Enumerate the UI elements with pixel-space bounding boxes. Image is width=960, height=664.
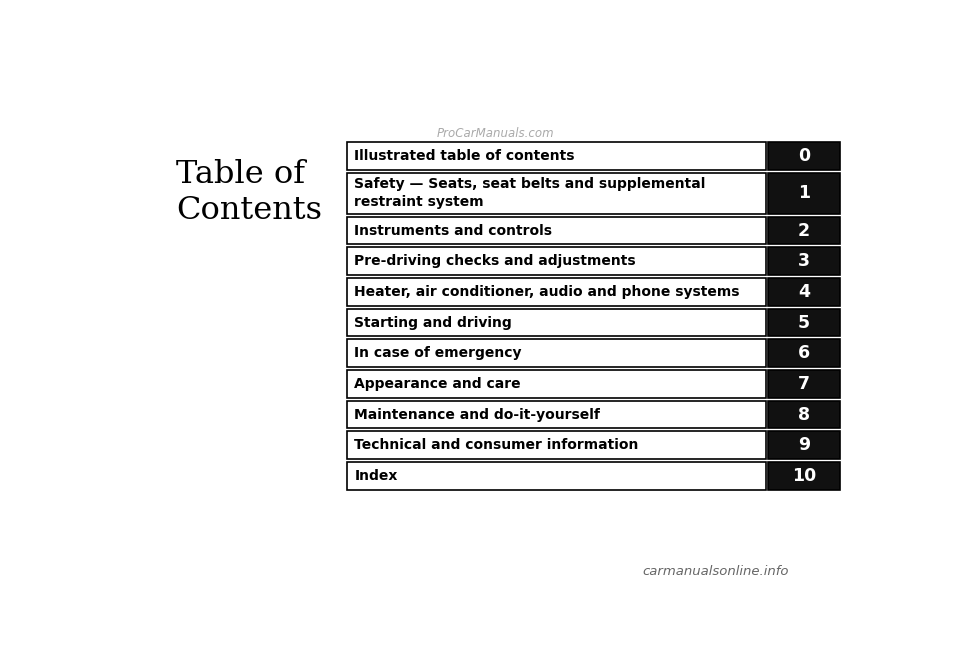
FancyBboxPatch shape: [347, 462, 766, 490]
Text: Starting and driving: Starting and driving: [354, 315, 512, 329]
FancyBboxPatch shape: [347, 401, 766, 428]
Text: Maintenance and do-it-yourself: Maintenance and do-it-yourself: [354, 408, 600, 422]
Text: 10: 10: [792, 467, 816, 485]
Text: In case of emergency: In case of emergency: [354, 346, 522, 360]
Text: 5: 5: [798, 313, 810, 331]
Text: 9: 9: [798, 436, 810, 454]
FancyBboxPatch shape: [768, 339, 840, 367]
Text: 3: 3: [798, 252, 810, 270]
Text: Instruments and controls: Instruments and controls: [354, 224, 552, 238]
FancyBboxPatch shape: [347, 216, 766, 244]
Text: 7: 7: [798, 375, 810, 393]
FancyBboxPatch shape: [768, 173, 840, 214]
Text: Table of
Contents: Table of Contents: [176, 159, 322, 226]
FancyBboxPatch shape: [768, 432, 840, 459]
Text: 8: 8: [798, 406, 810, 424]
Text: Pre-driving checks and adjustments: Pre-driving checks and adjustments: [354, 254, 636, 268]
FancyBboxPatch shape: [768, 278, 840, 305]
FancyBboxPatch shape: [768, 248, 840, 275]
Text: 0: 0: [798, 147, 810, 165]
FancyBboxPatch shape: [347, 278, 766, 305]
FancyBboxPatch shape: [768, 142, 840, 170]
Text: 6: 6: [798, 344, 810, 363]
Text: Index: Index: [354, 469, 397, 483]
FancyBboxPatch shape: [347, 309, 766, 337]
Text: Heater, air conditioner, audio and phone systems: Heater, air conditioner, audio and phone…: [354, 285, 740, 299]
FancyBboxPatch shape: [347, 370, 766, 398]
FancyBboxPatch shape: [347, 432, 766, 459]
FancyBboxPatch shape: [768, 370, 840, 398]
FancyBboxPatch shape: [768, 401, 840, 428]
FancyBboxPatch shape: [347, 142, 766, 170]
FancyBboxPatch shape: [768, 462, 840, 490]
Text: ProCarManuals.com: ProCarManuals.com: [437, 127, 555, 140]
FancyBboxPatch shape: [347, 339, 766, 367]
FancyBboxPatch shape: [347, 173, 766, 214]
FancyBboxPatch shape: [768, 309, 840, 337]
FancyBboxPatch shape: [347, 248, 766, 275]
Text: Technical and consumer information: Technical and consumer information: [354, 438, 638, 452]
Text: Illustrated table of contents: Illustrated table of contents: [354, 149, 575, 163]
Text: 1: 1: [798, 184, 810, 202]
Text: Safety — Seats, seat belts and supplemental
restraint system: Safety — Seats, seat belts and supplemen…: [354, 177, 706, 209]
Text: Appearance and care: Appearance and care: [354, 377, 521, 391]
FancyBboxPatch shape: [768, 216, 840, 244]
Text: 4: 4: [798, 283, 810, 301]
Text: 2: 2: [798, 222, 810, 240]
Text: carmanualsonline.info: carmanualsonline.info: [642, 565, 788, 578]
